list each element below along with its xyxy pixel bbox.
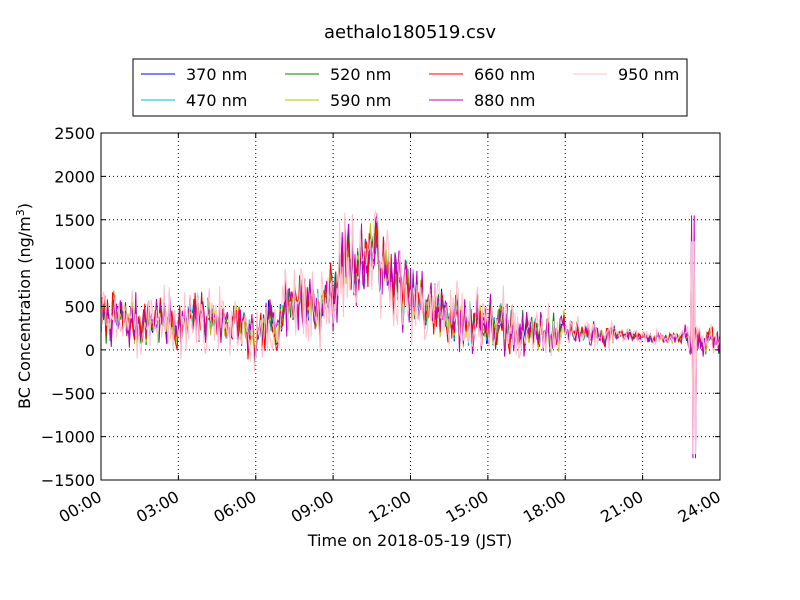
chart-title: aethalo180519.csv xyxy=(324,22,496,43)
legend-label: 590 nm xyxy=(330,91,391,110)
x-tick-label: 15:00 xyxy=(442,487,491,527)
y-axis-label-superscript: 3 xyxy=(14,209,27,216)
y-tick-label: 0 xyxy=(85,341,95,360)
x-tick-label: 00:00 xyxy=(56,487,105,527)
legend-label: 520 nm xyxy=(330,65,391,84)
legend-label: 660 nm xyxy=(474,65,535,84)
y-axis-label: BC Concentration (ng/m3) xyxy=(14,203,34,409)
legend-label: 370 nm xyxy=(186,65,247,84)
y-tick-label: 1500 xyxy=(54,211,95,230)
x-tick-label: 06:00 xyxy=(210,487,259,527)
series-line-880-nm xyxy=(101,213,720,459)
x-axis: 00:00 03:00 06:00 09:00 12:00 15:00 18:00 21:00… xyxy=(56,133,724,527)
y-tick-label: 500 xyxy=(64,298,95,317)
legend: 370 nm 470 nm 520 nm 590 nm 660 nm 880 nm 950 … xyxy=(132,58,688,117)
y-tick-label: 2000 xyxy=(54,167,95,186)
x-tick-label: 03:00 xyxy=(133,487,182,527)
y-tick-label: −1500 xyxy=(41,471,95,490)
legend-label: 470 nm xyxy=(186,91,247,110)
x-tick-label: 21:00 xyxy=(597,487,646,527)
y-tick-label: 1000 xyxy=(54,254,95,273)
x-tick-label: 12:00 xyxy=(365,487,414,527)
series-line-950-nm xyxy=(101,210,720,455)
legend-label: 950 nm xyxy=(618,65,679,84)
x-tick-label: 18:00 xyxy=(520,487,569,527)
x-tick-label: 24:00 xyxy=(675,487,724,527)
y-tick-label: 2500 xyxy=(54,124,95,143)
x-axis-label: Time on 2018-05-19 (JST) xyxy=(307,531,512,550)
x-tick-label: 09:00 xyxy=(288,487,337,527)
y-tick-label: −1000 xyxy=(41,428,95,447)
y-axis-label-main: BC Concentration (ng/m xyxy=(15,216,34,409)
y-axis: −1500 −1000 −500 0 500 1000 1500 2000 2500 xyxy=(41,124,720,490)
legend-frame xyxy=(132,58,688,117)
y-axis-label-close: ) xyxy=(15,203,34,209)
y-tick-label: −500 xyxy=(51,384,95,403)
legend-label: 880 nm xyxy=(474,91,535,110)
series-layer xyxy=(101,210,720,459)
